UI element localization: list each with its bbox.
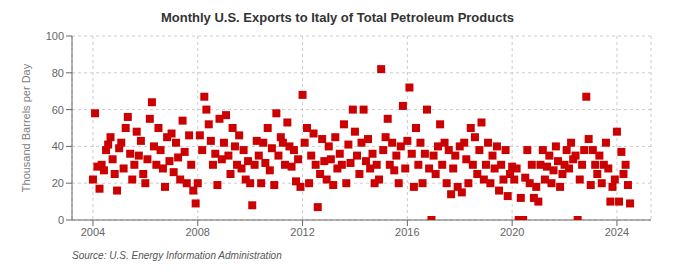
svg-text:80: 80 — [52, 67, 64, 79]
svg-text:2024: 2024 — [605, 226, 629, 238]
svg-text:Thousand Barrels per Day: Thousand Barrels per Day — [20, 63, 32, 192]
svg-text:2012: 2012 — [290, 226, 314, 238]
html-text:Monthly U.S. Exports to Italy: Monthly U.S. Exports to Italy of Total P… — [161, 10, 514, 25]
svg-text:60: 60 — [52, 104, 64, 116]
svg-text:20: 20 — [52, 177, 64, 189]
svg-text:2016: 2016 — [395, 226, 419, 238]
svg-text:2004: 2004 — [81, 226, 105, 238]
svg-text:40: 40 — [52, 140, 64, 152]
svg-text:2008: 2008 — [186, 226, 210, 238]
svg-text:0: 0 — [58, 214, 64, 226]
html-text:Source: U.S. Energy Informatio: Source: U.S. Energy Information Administ… — [72, 250, 282, 261]
svg-text:100: 100 — [46, 30, 64, 42]
svg-text:2020: 2020 — [500, 226, 524, 238]
